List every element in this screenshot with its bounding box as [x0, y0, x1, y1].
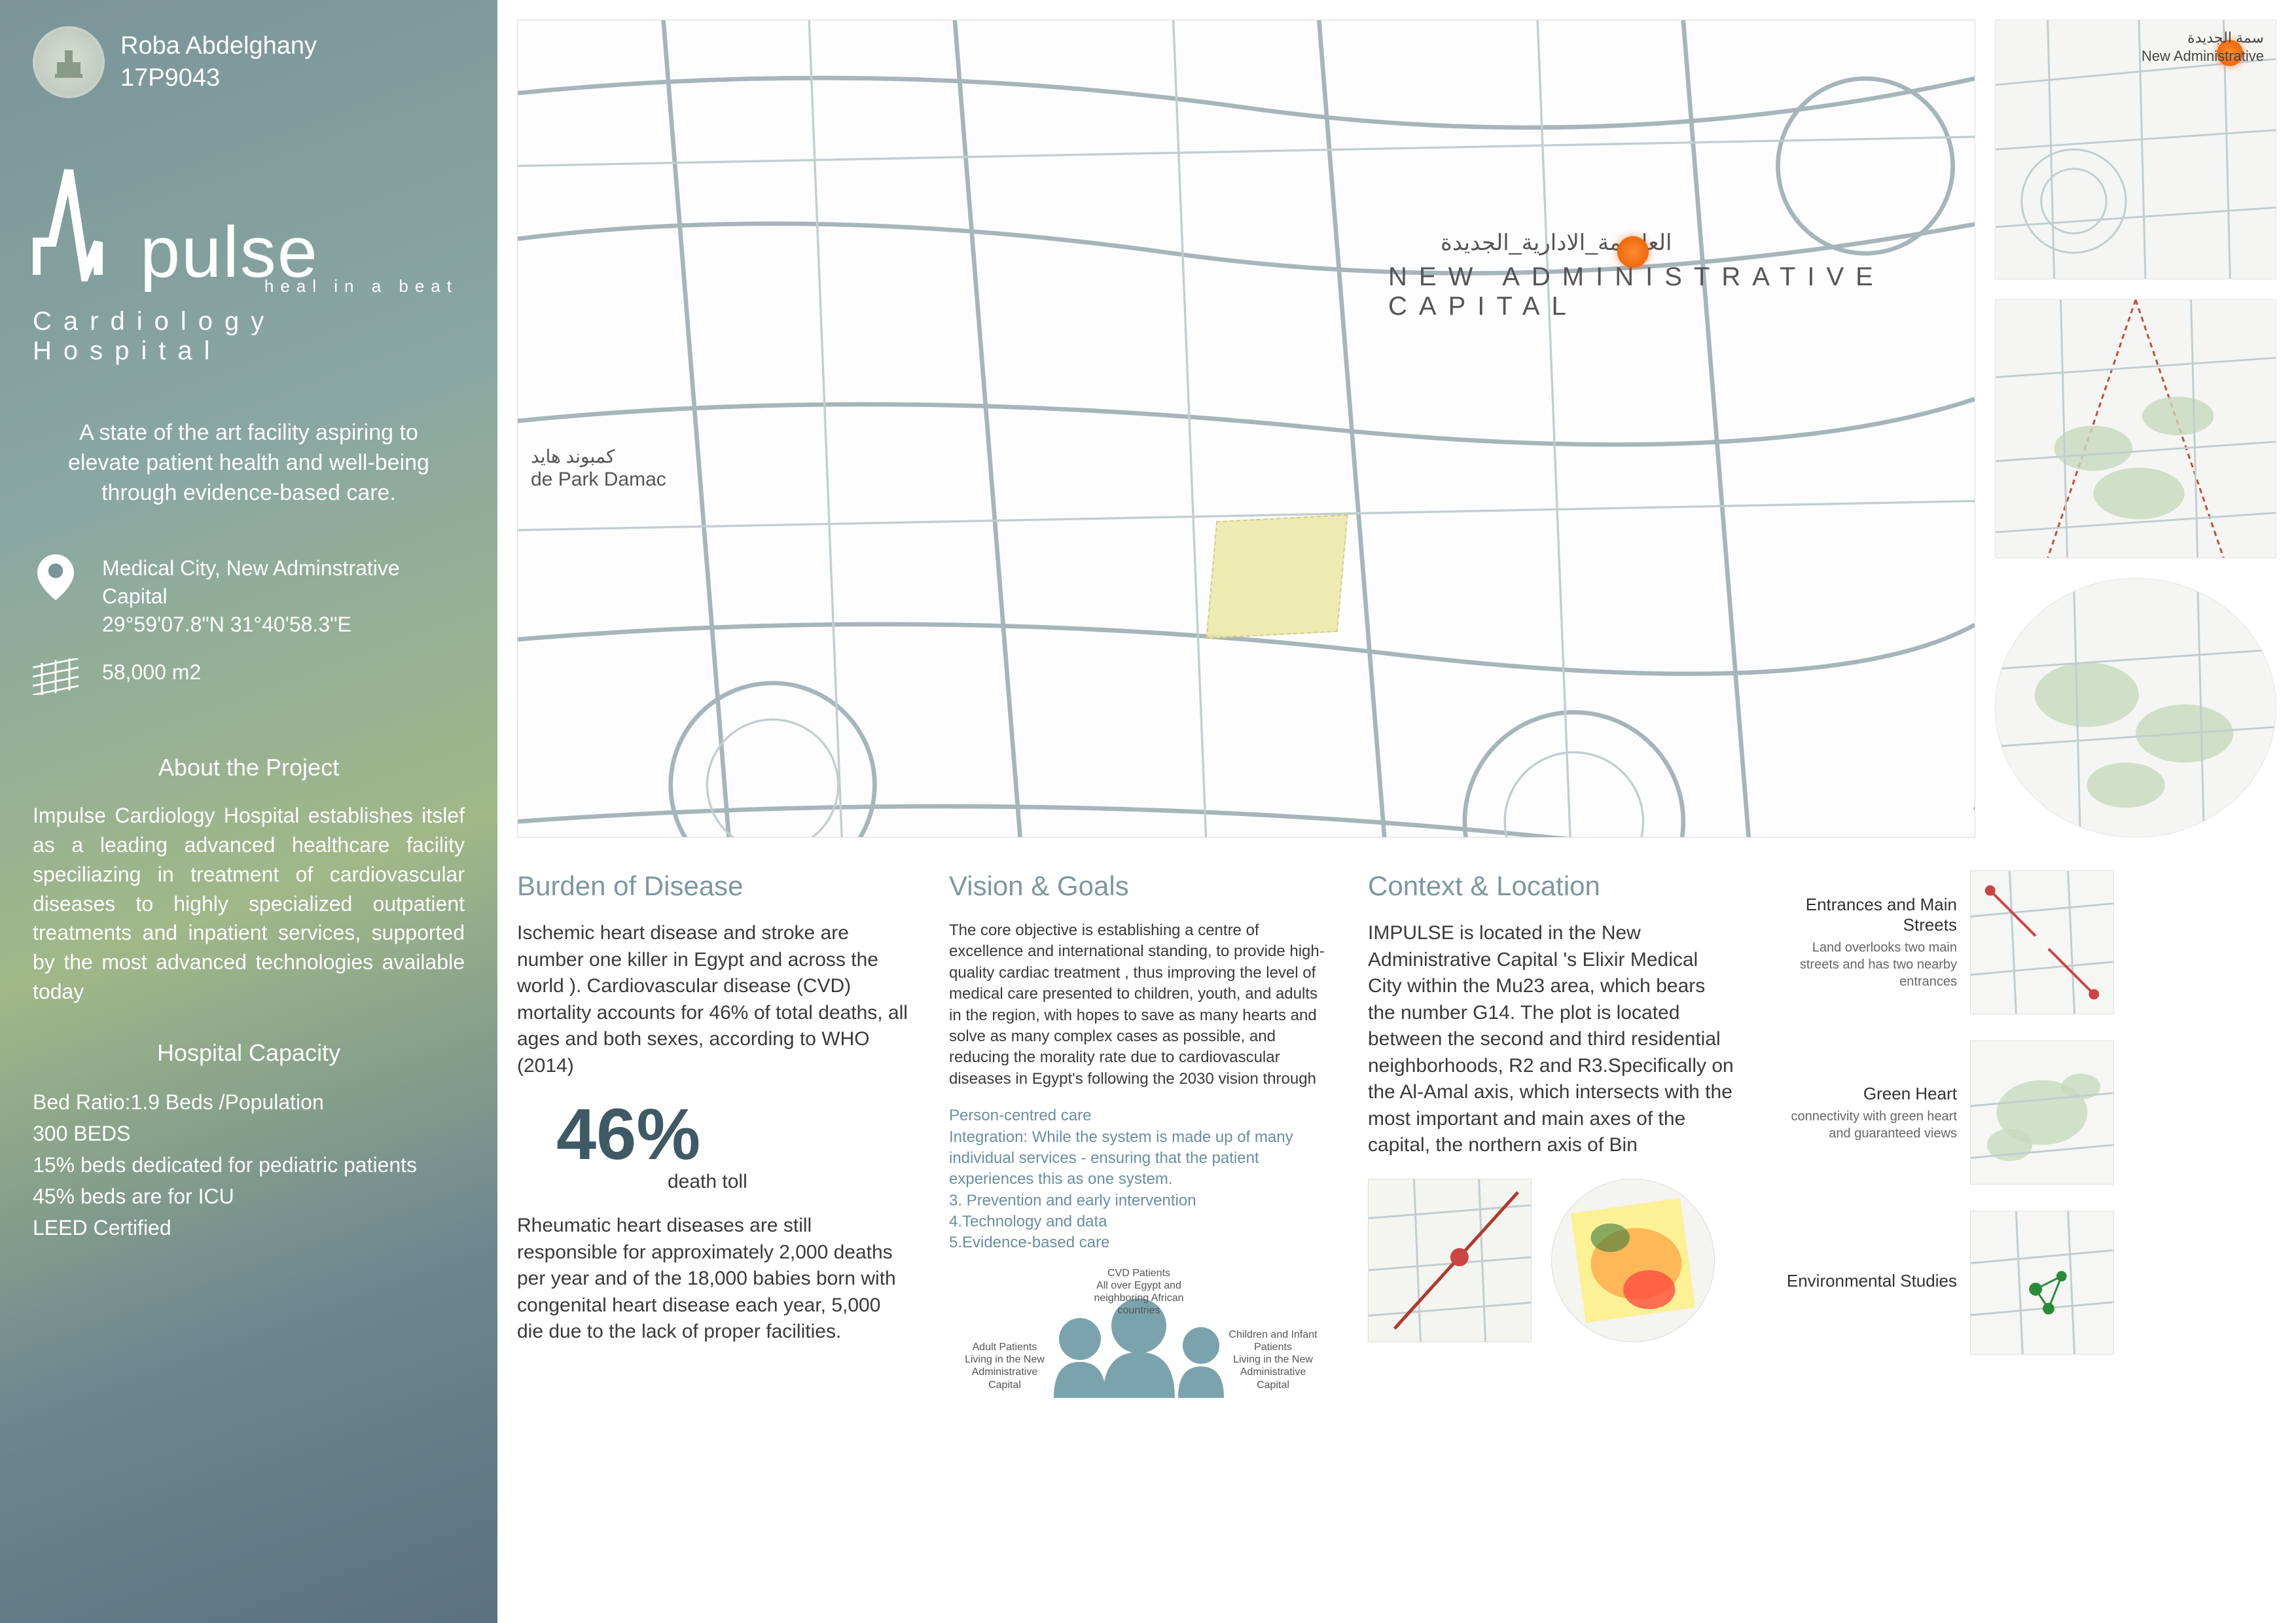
context-p1: IMPULSE is located in the New Administra…: [1368, 920, 1734, 1159]
map-row: العاصمة_الادارية_الجديدة NEW ADMINISTRAT…: [517, 20, 2276, 838]
sidebar-header: Roba Abdelghany 17P9043: [33, 26, 465, 98]
vision-title: Vision & Goals: [949, 870, 1329, 902]
diagram-sub: Land overlooks two main streets and has …: [1774, 939, 1957, 990]
silhouette-label-mid: CVD Patients All over Egypt and neighbor…: [1090, 1267, 1188, 1317]
capacity-title: Hospital Capacity: [33, 1039, 465, 1067]
capacity-list: Bed Ratio:1.9 Beds /Population 300 BEDS …: [33, 1086, 465, 1243]
context-heatmap-thumb: [1551, 1179, 1715, 1342]
capacity-line: 15% beds dedicated for pediatric patient…: [33, 1149, 465, 1181]
mini-map-1: سمة الجديدة New Administrative: [1995, 20, 2276, 279]
author-block: Roba Abdelghany 17P9043: [120, 30, 317, 95]
area-grid-icon: [33, 658, 79, 695]
patient-silhouettes: Adult Patients Living in the New Adminis…: [949, 1267, 1329, 1398]
diagram-sub: connectivity with green heart and guaran…: [1774, 1108, 1957, 1142]
diagram-thumb: [1970, 1211, 2114, 1355]
silhouette-label-left: Adult Patients Living in the New Adminis…: [956, 1341, 1054, 1391]
map-label-english: NEW ADMINISTRATIVE CAPITAL: [1388, 262, 1975, 321]
vision-p2: Integration: While the system is made up…: [949, 1127, 1329, 1254]
diagram-green-heart: Green Heart connectivity with green hear…: [1774, 1041, 2276, 1185]
burden-stat-value: 46%: [556, 1099, 910, 1171]
location-pin-icon: [33, 554, 79, 600]
intro-text: A state of the art facility aspiring to …: [33, 418, 465, 508]
burden-title: Burden of Disease: [517, 870, 910, 902]
diagram-title: Green Heart: [1774, 1084, 1957, 1104]
location-line1: Medical City, New Adminstrative Capital: [102, 554, 465, 611]
vision-p1: The core objective is establishing a cen…: [949, 920, 1329, 1090]
context-map-thumb: [1368, 1179, 1532, 1342]
capacity-line: Bed Ratio:1.9 Beds /Population: [33, 1086, 465, 1118]
column-vision: Vision & Goals The core objective is est…: [949, 870, 1329, 1603]
mini-map-2: [1995, 299, 2276, 559]
burden-p2: Rheumatic heart diseases are still respo…: [517, 1213, 910, 1346]
info-rows: Medical City, New Adminstrative Capital …: [33, 554, 465, 715]
burden-p1: Ischemic heart disease and stroke are nu…: [517, 920, 910, 1079]
site-highlight: [1206, 514, 1348, 639]
map-marker-icon: [1617, 236, 1649, 268]
context-images: [1368, 1179, 1734, 1342]
mini-map-3: [1995, 578, 2276, 838]
about-text: Impulse Cardiology Hospital establishes …: [33, 801, 465, 1007]
about-title: About the Project: [33, 754, 465, 781]
location-text: Medical City, New Adminstrative Capital …: [102, 554, 465, 639]
column-context: Context & Location IMPULSE is located in…: [1368, 870, 1734, 1603]
map-label-park: de Park Damac: [531, 469, 666, 491]
area-text: 58,000 m2: [102, 658, 201, 687]
diagram-thumb: [1970, 1041, 2114, 1185]
capacity-line: 300 BEDS: [33, 1118, 465, 1149]
capacity-line: LEED Certified: [33, 1212, 465, 1243]
mini-maps-column: سمة الجديدة New Administrative: [1995, 20, 2276, 838]
diagram-entrances: Entrances and Main Streets Land overlook…: [1774, 870, 2276, 1014]
context-title: Context & Location: [1368, 870, 1734, 902]
diagram-title: Entrances and Main Streets: [1774, 895, 1957, 935]
silhouette-label-right: Children and Infant Patients Living in t…: [1224, 1329, 1322, 1391]
map-label-park-ar: كمبوند هايد: [531, 446, 615, 467]
mini-map-label-ar: سمة الجديدة: [2187, 29, 2264, 46]
diagram-thumb: [1970, 870, 2114, 1014]
author-name: Roba Abdelghany: [120, 30, 317, 62]
heartbeat-icon: [33, 164, 137, 281]
main-content: العاصمة_الادارية_الجديدة NEW ADMINISTRAT…: [497, 0, 2296, 1623]
university-seal-icon: [33, 26, 105, 98]
content-columns: Burden of Disease Ischemic heart disease…: [517, 870, 2276, 1603]
logo-subtitle: Cardiology Hospital: [33, 307, 465, 366]
location-line2: 29°59'07.8"N 31°40'58.3"E: [102, 611, 465, 639]
logo-block: pulse heal in a beat Cardiology Hospital: [33, 164, 465, 366]
author-id: 17P9043: [120, 62, 317, 94]
diagram-title: Environmental Studies: [1774, 1271, 1957, 1291]
vision-subtitle: Person-centred care: [949, 1105, 1329, 1126]
column-diagrams: Entrances and Main Streets Land overlook…: [1774, 870, 2276, 1603]
diagram-environmental: Environmental Studies: [1774, 1211, 2276, 1355]
sidebar: Roba Abdelghany 17P9043 pulse heal in a …: [0, 0, 497, 1623]
main-map: العاصمة_الادارية_الجديدة NEW ADMINISTRAT…: [517, 20, 1975, 838]
burden-stat-label: death toll: [668, 1171, 910, 1193]
column-burden: Burden of Disease Ischemic heart disease…: [517, 870, 910, 1603]
capacity-line: 45% beds are for ICU: [33, 1181, 465, 1212]
logo-wordmark: pulse: [140, 224, 319, 281]
mini-map-label-en: New Administrative: [2142, 48, 2264, 65]
